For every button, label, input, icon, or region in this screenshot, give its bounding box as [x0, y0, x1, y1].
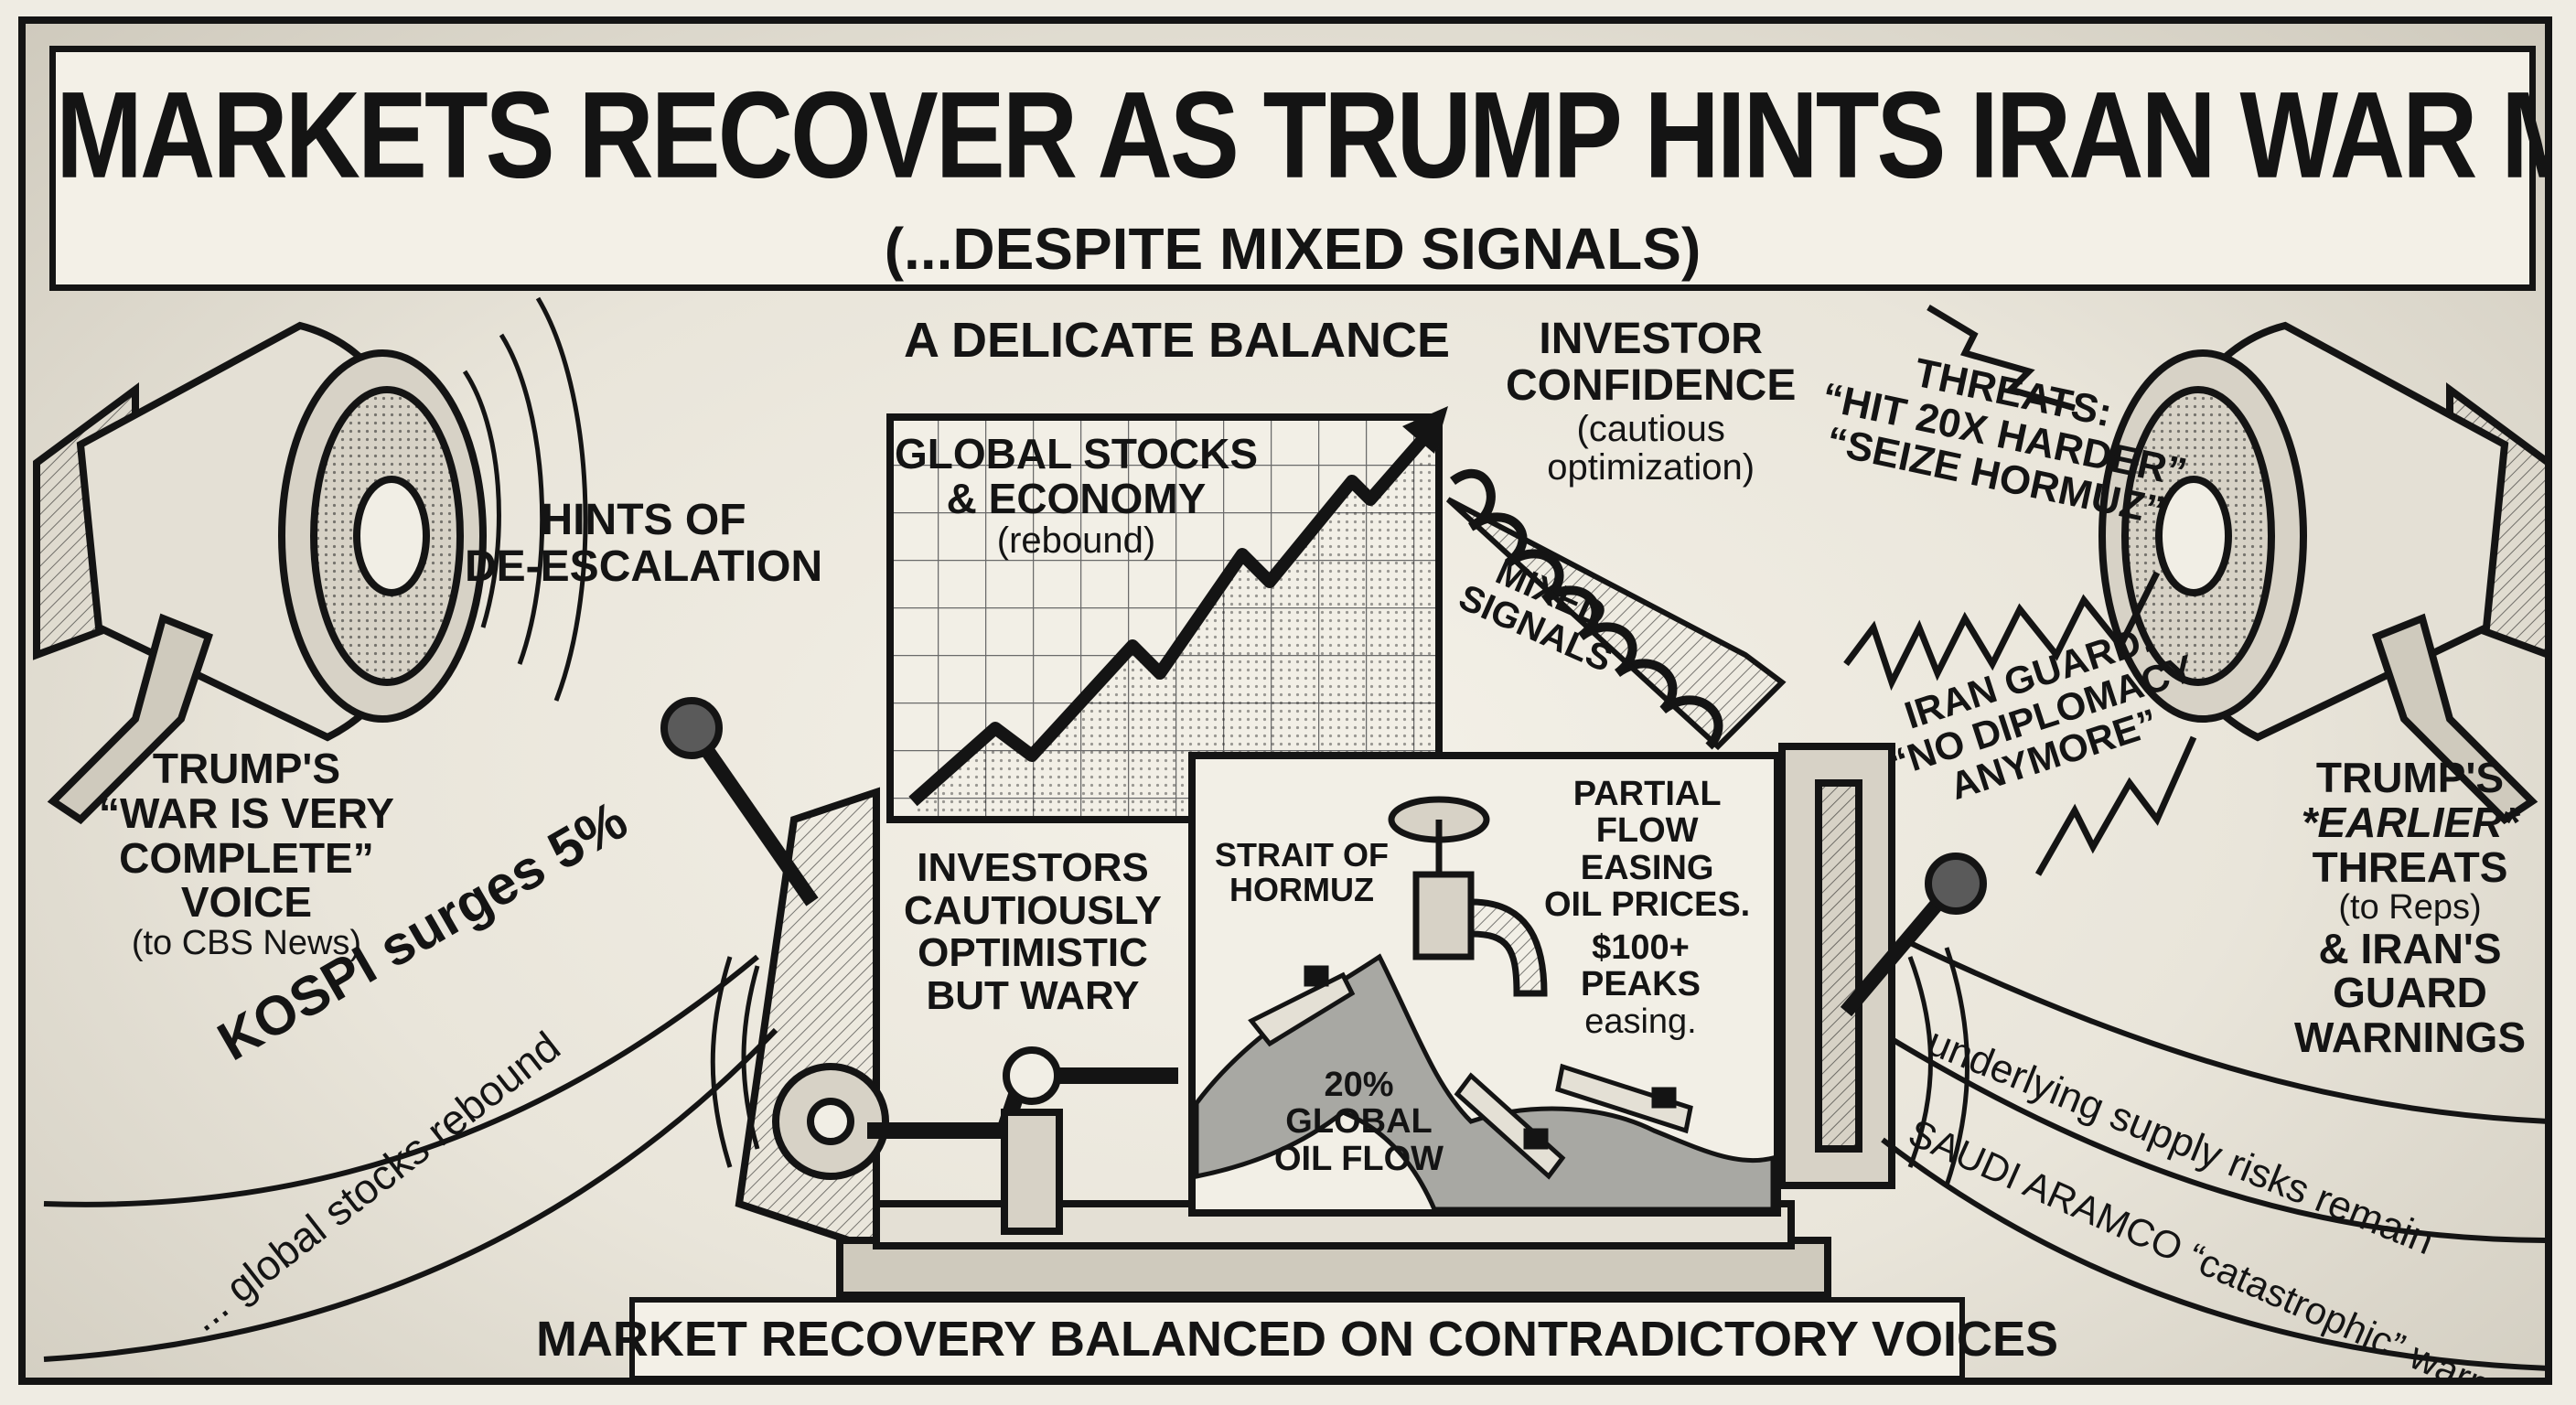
label-line: $100+ — [1592, 928, 1690, 967]
balance-label: A DELICATE BALANCE — [904, 313, 1450, 368]
label-line: GLOBAL — [1285, 1102, 1433, 1142]
left-megaphone — [33, 296, 588, 825]
oil-faucet — [1388, 796, 1548, 997]
hormuz-panel — [1188, 752, 1781, 1217]
label-line: EASING — [1580, 848, 1714, 887]
headline: MARKETS RECOVER AS TRUMP HINTS IRAN WAR … — [56, 67, 2545, 205]
label-line: PEAKS — [1581, 965, 1701, 1004]
label-line: HORMUZ — [1229, 871, 1374, 909]
partial-flow-label: PARTIAL FLOW EASING OIL PRICES. — [1544, 776, 1750, 923]
threat-zigzags — [1843, 304, 2197, 876]
deescalation-label: HINTS OF DE-ESCALATION — [465, 496, 823, 591]
left-stream-lines — [43, 954, 778, 1362]
label-line: OPTIMISTIC — [918, 930, 1148, 976]
right-megaphone — [2098, 321, 2545, 825]
label-line: COMPLETE” — [119, 833, 374, 882]
label-line: INVESTOR — [1539, 315, 1763, 363]
label-line: OIL PRICES. — [1544, 885, 1751, 924]
chart-title-line: GLOBAL STOCKS — [895, 430, 1258, 477]
label-line: & IRAN'S — [2318, 924, 2502, 972]
trend-line — [908, 422, 1440, 807]
title-banner: MARKETS RECOVER AS TRUMP HINTS IRAN WAR … — [49, 46, 2545, 291]
strait-label: STRAIT OF HORMUZ — [1215, 836, 1389, 909]
label-line: TRUMP'S — [152, 745, 341, 792]
tanker-ship — [1248, 965, 1356, 1047]
label-line: INVESTORS — [917, 845, 1149, 890]
label-line: CONFIDENCE — [1506, 360, 1797, 410]
label-note: easing. — [1584, 1002, 1697, 1041]
label-line: CAUTIOUSLY — [904, 887, 1162, 933]
tanker-ship — [1555, 1063, 1693, 1134]
chart-note: (rebound) — [996, 520, 1156, 561]
label-line: *EARLIER* — [2301, 798, 2519, 846]
chart-title: GLOBAL STOCKS & ECONOMY (rebound) — [895, 432, 1258, 560]
label-line: WARNINGS — [2294, 1014, 2526, 1062]
label-line: OIL FLOW — [1274, 1139, 1444, 1178]
label-line: STRAIT OF — [1215, 836, 1389, 874]
bottom-caption: MARKET RECOVERY BALANCED ON CONTRADICTOR… — [536, 1297, 2058, 1378]
illustration — [33, 296, 2545, 1371]
label-note: (to CBS News) — [131, 924, 362, 962]
label-line: FLOW — [1595, 811, 1699, 851]
oil-share-label: 20% GLOBAL OIL FLOW — [1274, 1067, 1444, 1177]
peaks-label: $100+ PEAKS easing. — [1581, 929, 1701, 1040]
trend-arrow — [1402, 406, 1448, 454]
label-line: GUARD — [2333, 969, 2487, 1017]
chart-title-line: & ECONOMY — [946, 474, 1207, 522]
label-line: TRUMP'S — [2315, 754, 2505, 801]
label-line: “WAR IS VERY — [99, 788, 394, 837]
label-line: THREATS — [2312, 842, 2508, 891]
trump-voice-label: TRUMP'S “WAR IS VERY COMPLETE” VOICE (to… — [99, 745, 394, 962]
comic-panel: MARKETS RECOVER AS TRUMP HINTS IRAN WAR … — [18, 16, 2552, 1385]
tanker-ship — [1454, 1072, 1566, 1180]
label-note: (to Reps) — [2338, 888, 2482, 928]
label-line: DE-ESCALATION — [465, 542, 823, 591]
confidence-spring — [1445, 469, 1787, 751]
strait-water — [1194, 953, 1776, 1212]
investor-confidence-label: INVESTOR CONFIDENCE (cautious optimizati… — [1506, 315, 1797, 488]
label-line: PARTIAL — [1572, 775, 1722, 813]
label-line: HINTS OF — [541, 496, 746, 544]
earlier-threats-label: TRUMP'S *EARLIER* THREATS (to Reps) & IR… — [2294, 756, 2526, 1060]
subtitle: (...DESPITE MIXED SIGNALS) — [884, 216, 1701, 282]
label-note: (cautious — [1576, 408, 1725, 449]
label-line: 20% — [1324, 1066, 1394, 1104]
right-stream-lines — [1881, 936, 2545, 1371]
label-line: BUT WARY — [926, 972, 1140, 1018]
label-line: VOICE — [180, 878, 313, 927]
label-note: optimization) — [1547, 447, 1755, 488]
investors-label: INVESTORS CAUTIOUSLY OPTIMISTIC BUT WARY — [904, 845, 1162, 1018]
